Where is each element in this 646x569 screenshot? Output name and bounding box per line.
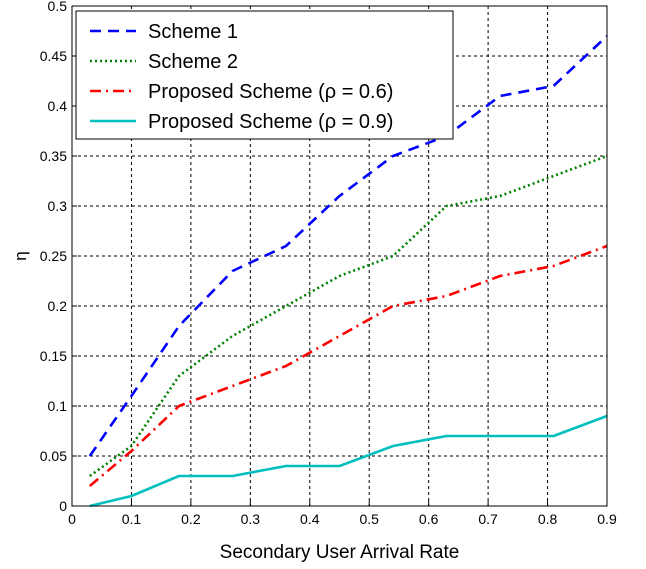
x-tick-label: 0.3 bbox=[241, 511, 261, 527]
x-tick-label: 0.1 bbox=[122, 511, 142, 527]
legend-label: Proposed Scheme (ρ = 0.6) bbox=[148, 81, 393, 103]
y-tick-label: 0.4 bbox=[48, 98, 68, 114]
y-tick-label: 0.3 bbox=[48, 198, 68, 214]
y-tick-label: 0 bbox=[59, 498, 67, 514]
x-tick-label: 0.5 bbox=[359, 511, 379, 527]
y-axis-label: η bbox=[11, 251, 30, 260]
x-tick-label: 0.8 bbox=[538, 511, 558, 527]
legend-label: Proposed Scheme (ρ = 0.9) bbox=[148, 111, 393, 133]
x-tick-label: 0.2 bbox=[181, 511, 201, 527]
series-line-2 bbox=[89, 154, 608, 478]
y-tick-label: 0.1 bbox=[48, 398, 68, 414]
x-axis-label: Secondary User Arrival Rate bbox=[220, 542, 460, 563]
x-tick-label: 0.7 bbox=[478, 511, 498, 527]
x-tick-label: 0.6 bbox=[419, 511, 439, 527]
legend-label: Scheme 1 bbox=[148, 21, 238, 43]
x-tick-label: 0.4 bbox=[300, 511, 320, 527]
grid-lines bbox=[72, 6, 607, 506]
y-tick-label: 0.45 bbox=[40, 48, 67, 64]
axis-ticks: 0 0.1 0.2 0.3 0.4 0.5 0.6 0.7 0.8 0.9 0 0.05 0.1 0.15… bbox=[40, 0, 617, 527]
series-line-1 bbox=[88, 35, 608, 457]
y-tick-label: 0.35 bbox=[40, 148, 67, 164]
y-tick-label: 0.15 bbox=[40, 348, 67, 364]
x-tick-label: 0 bbox=[68, 511, 76, 527]
legend-label: Scheme 2 bbox=[148, 51, 238, 73]
y-tick-label: 0.2 bbox=[48, 298, 68, 314]
y-tick-label: 0.25 bbox=[40, 248, 67, 264]
y-tick-label: 0.05 bbox=[40, 448, 67, 464]
series-line-3 bbox=[88, 244, 608, 487]
series-lines bbox=[88, 35, 608, 508]
series-line-4 bbox=[89, 414, 608, 508]
legend: Scheme 1 Scheme 2 Proposed Scheme (ρ = 0.6… bbox=[75, 10, 454, 140]
y-tick-label: 0.5 bbox=[48, 0, 68, 14]
x-tick-label: 0.9 bbox=[597, 511, 617, 527]
legend-box bbox=[75, 10, 454, 140]
